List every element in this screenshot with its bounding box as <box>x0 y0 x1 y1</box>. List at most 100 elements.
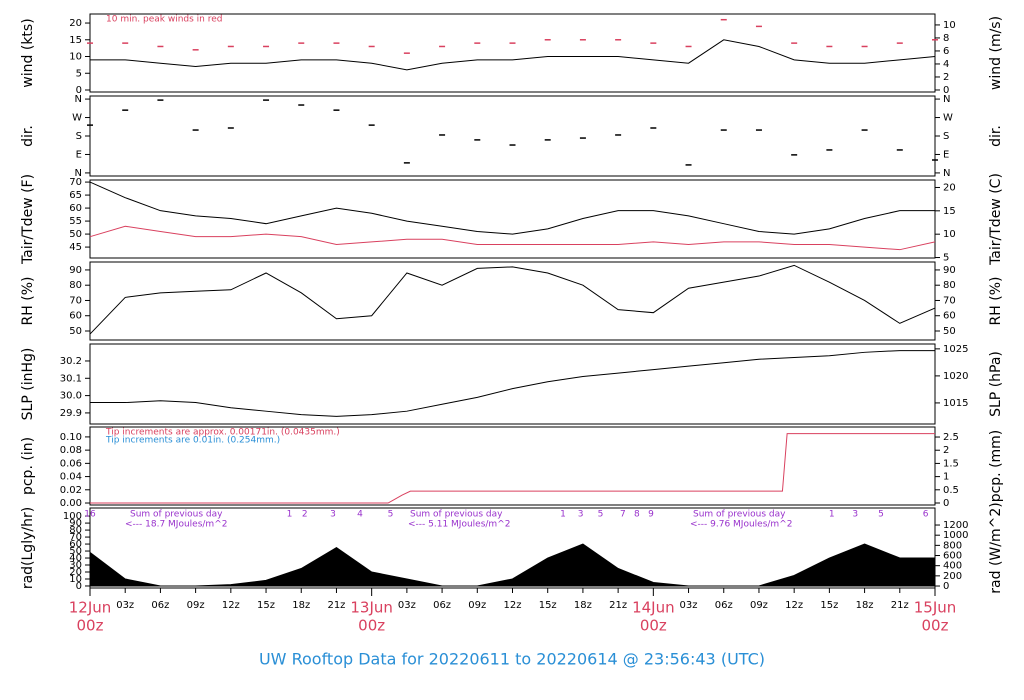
y2-tick-label: 1200 <box>943 520 968 531</box>
hour-mark: 5 <box>598 510 604 520</box>
y2-axis-label: RH (%) <box>988 277 1004 326</box>
y2-tick-label: 2 <box>943 445 949 456</box>
y2-tick-label: N <box>943 168 950 179</box>
y-tick-label: 90 <box>69 518 82 529</box>
y-tick-label: 0.10 <box>60 432 82 443</box>
y-tick-label: 0 <box>76 581 82 592</box>
y-tick-label: 0.04 <box>60 472 82 483</box>
y2-tick-label: 1000 <box>943 530 968 541</box>
data-line <box>90 433 935 504</box>
y-tick-label: 100 <box>63 511 82 522</box>
y2-tick-label: 20 <box>943 182 956 193</box>
hour-mark: 9 <box>648 510 654 520</box>
y-tick-label: 29.9 <box>60 408 82 419</box>
y2-tick-label: 80 <box>943 280 956 291</box>
y2-tick-label: 1015 <box>943 398 968 409</box>
data-line <box>89 225 936 251</box>
x-tick-label: 12z <box>222 600 240 611</box>
y-tick-label: 40 <box>69 553 82 564</box>
y-tick-label: W <box>72 113 82 124</box>
hour-mark: 1 <box>287 510 293 520</box>
y2-tick-label: 0 <box>943 581 949 592</box>
y-tick-label: 10 <box>69 52 82 63</box>
hour-mark: 4 <box>357 510 363 520</box>
x-tick-label: 09z <box>468 600 486 611</box>
x-tick-label: 18z <box>574 600 592 611</box>
y2-tick-label: 10 <box>943 20 956 31</box>
y-axis-label: Tair/Tdew (F) <box>20 174 36 265</box>
y2-tick-label: 50 <box>943 326 956 337</box>
y2-tick-label: W <box>943 113 953 124</box>
y2-tick-label: S <box>943 131 949 142</box>
x-tick-label: 15z <box>820 600 838 611</box>
x-tick-label: 03z <box>398 600 416 611</box>
day-label: 13Jun <box>350 599 393 617</box>
x-tick-label: 06z <box>715 600 733 611</box>
hour-mark: 8 <box>634 510 640 520</box>
y-tick-label: N <box>75 94 82 105</box>
x-tick-label: 06z <box>151 600 169 611</box>
data-area <box>89 543 936 587</box>
annotation: 10 min. peak winds in red <box>106 15 223 25</box>
data-line <box>90 39 936 71</box>
y-tick-label: 20 <box>69 567 82 578</box>
annotation: <--- 5.11 MJoules/m^2 <box>408 520 510 530</box>
y-tick-label: N <box>75 168 82 179</box>
y-tick-label: 60 <box>69 311 82 322</box>
hour-mark: 6 <box>923 510 929 520</box>
y2-tick-label: 0.5 <box>943 485 959 496</box>
hour-mark: 2 <box>302 510 308 520</box>
day-label: 14Jun <box>632 599 675 617</box>
day-time-label: 00z <box>922 617 949 635</box>
data-line <box>90 350 935 417</box>
y-axis-label: rad(Lgly/hr) <box>20 507 36 589</box>
y2-tick-label: 0 <box>943 498 949 509</box>
y-tick-label: 30 <box>69 560 82 571</box>
y-tick-label: 80 <box>69 280 82 291</box>
y2-tick-label: 70 <box>943 295 956 306</box>
y2-tick-label: 600 <box>943 551 962 562</box>
y-tick-label: 50 <box>69 546 82 557</box>
day-time-label: 00z <box>358 617 385 635</box>
y-tick-label: 70 <box>69 295 82 306</box>
x-tick-label: 18z <box>856 600 874 611</box>
annotation: <--- 9.76 MJoules/m^2 <box>690 520 792 530</box>
x-tick-label: 03z <box>680 600 698 611</box>
panel-frame <box>89 179 936 259</box>
data-line <box>89 264 936 335</box>
x-tick-label: 09z <box>750 600 768 611</box>
y2-tick-label: 0 <box>943 85 949 96</box>
y-axis-label: SLP (inHg) <box>20 348 36 421</box>
y2-axis-label: dir. <box>988 125 1004 147</box>
y2-axis-label: SLP (hPa) <box>988 351 1004 417</box>
y-tick-label: 0.02 <box>60 485 82 496</box>
y2-tick-label: 800 <box>943 540 962 551</box>
annotation: Sum of previous day <box>130 510 223 520</box>
x-tick-label: 21z <box>609 600 627 611</box>
x-tick-label: 18z <box>292 600 310 611</box>
day-time-label: 00z <box>77 617 104 635</box>
y2-axis-label: pcp. (mm) <box>988 430 1004 503</box>
x-tick-label: 15z <box>257 600 275 611</box>
y-tick-label: 45 <box>69 242 82 253</box>
y2-tick-label: 400 <box>943 561 962 572</box>
y2-tick-label: 200 <box>943 571 962 582</box>
y2-tick-label: 10 <box>943 229 956 240</box>
y-tick-label: 65 <box>69 190 82 201</box>
x-tick-label: 15z <box>539 600 557 611</box>
y2-axis-label: rad (W/m^2) <box>988 502 1004 593</box>
y-tick-label: 60 <box>69 203 82 214</box>
y2-tick-label: 5 <box>943 253 949 264</box>
y-tick-label: E <box>76 149 82 160</box>
hour-mark: 16 <box>84 510 96 520</box>
data-line <box>89 181 935 235</box>
hour-mark: 3 <box>852 510 858 520</box>
hour-mark: 3 <box>578 510 584 520</box>
annotation: <--- 18.7 MJoules/m^2 <box>125 520 227 530</box>
y-tick-label: 50 <box>69 229 82 240</box>
y-tick-label: 0.08 <box>60 445 82 456</box>
y2-tick-label: 4 <box>943 59 949 70</box>
y-tick-label: 70 <box>69 177 82 188</box>
chart-title: UW Rooftop Data for 20220611 to 20220614… <box>259 650 765 669</box>
